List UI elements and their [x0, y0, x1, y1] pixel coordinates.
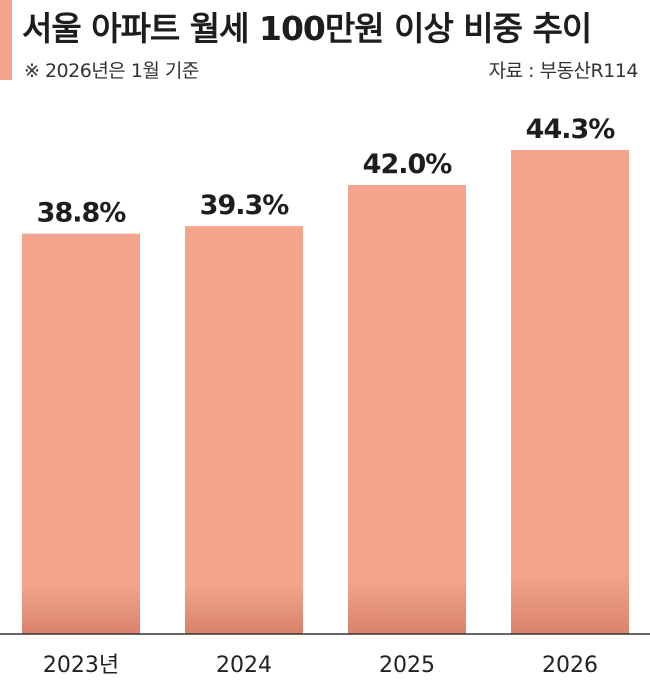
chart-source: 자료 : 부동산R114	[488, 60, 639, 82]
value-label-0: 38.8%	[37, 198, 127, 229]
chart-note: ※ 2026년은 1월 기준	[24, 60, 199, 82]
bar-0	[22, 233, 140, 634]
x-tick-label-3: 2026	[542, 653, 598, 678]
x-tick-label-1: 2024	[216, 653, 272, 678]
x-tick-label-2: 2025	[379, 653, 435, 678]
chart-title: 서울 아파트 월세 100만원 이상 비중 추이	[22, 9, 592, 48]
bar-1	[185, 226, 303, 634]
accent-bar	[0, 0, 12, 80]
value-label-1: 39.3%	[200, 190, 290, 221]
x-tick-label-0: 2023년	[43, 653, 119, 678]
bar-3	[511, 150, 629, 634]
bar-2	[348, 185, 466, 634]
value-label-2: 42.0%	[363, 149, 453, 180]
value-label-3: 44.3%	[526, 114, 616, 145]
